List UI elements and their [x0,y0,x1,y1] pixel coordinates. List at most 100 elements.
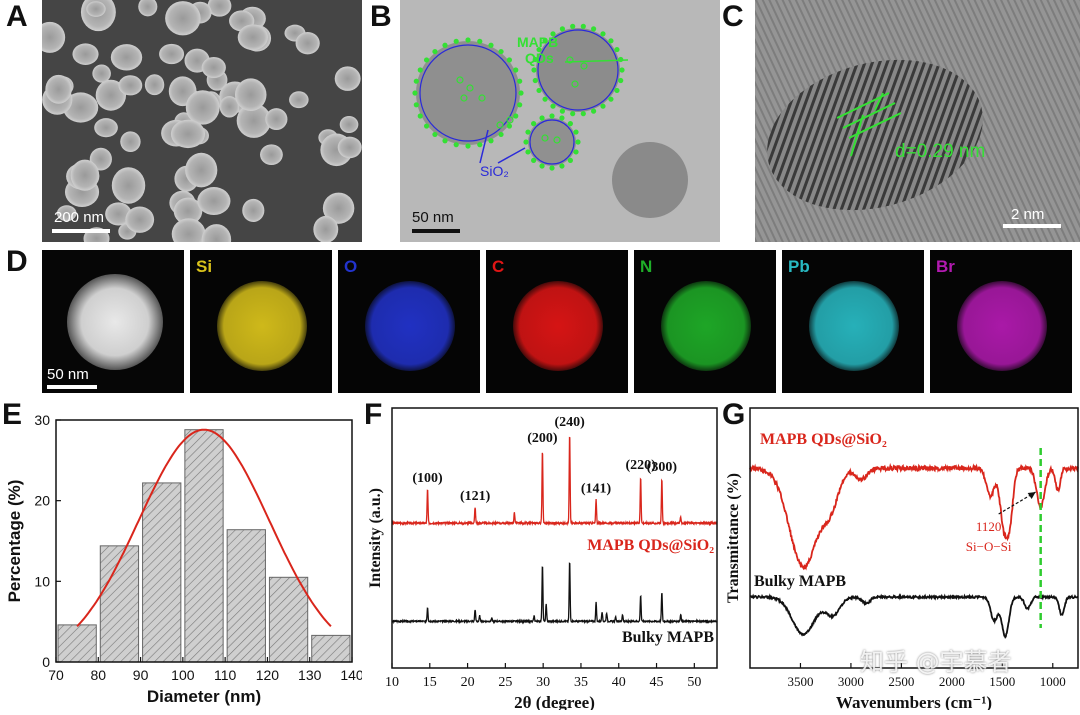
sem-particle [197,187,231,216]
x-tick-label: 1000 [1040,674,1066,689]
eds-map-si: Si [190,250,332,393]
shell-dot [417,113,423,119]
sem-particle [170,119,206,149]
ftir-chart: 1120 Si−O−Si MAPB QDs@SiO₂ Bulky MAPB 3500 30… [720,400,1080,715]
annotation-arrowhead [1027,492,1036,499]
ftir-trace [750,593,1079,639]
sem-particle [105,202,132,226]
sem-particle [201,56,226,79]
sem-image: 200 nm [42,0,362,242]
series-label: MAPB QDs@SiO₂ [760,431,887,448]
shell-dot [453,38,459,44]
sem-particle [185,90,220,125]
shell-dot [532,77,538,84]
shell-dot [575,139,581,145]
sem-particle [201,224,232,242]
annotation-label: Si−O−Si [966,539,1012,554]
shell-dot [618,77,624,84]
x-tick-label: 2000 [939,674,965,689]
sem-particle [242,198,265,223]
sem-particle [185,152,218,188]
hrtem-image: d=0.29 nm 2 nm [755,0,1080,242]
scale-bar-label: 50 nm [412,209,454,226]
sem-particle [171,218,206,242]
shell-dot [539,115,545,121]
shell-dot [413,78,419,84]
eds-map-c: C [486,250,628,393]
shell-dot [559,26,565,32]
series-label: Bulky MAPB [622,629,714,646]
shell-dot [477,142,483,148]
shell-dot [536,87,542,94]
sem-particle [110,44,143,71]
annotation-label: 1120 [976,519,1002,534]
shell-dot [442,138,448,144]
shell-dot [573,149,579,155]
qds-label-line2: QDs [525,50,554,66]
shell-dot [591,108,597,114]
shell-dot [488,138,494,144]
x-axis-label: 2θ (degree) [514,693,595,710]
x-tick-label: 2500 [888,674,914,689]
shell-dot [550,103,556,109]
x-axis-label: Wavenumbers (cm⁻¹) [836,693,992,710]
shell-dot [498,48,504,55]
scale-bar-label: 200 nm [54,209,104,226]
shell-dot [523,139,529,145]
shell-dot [517,78,523,84]
scale-bar-label: 50 nm [47,366,89,383]
shell-dot [600,103,606,109]
shell-dot [465,37,471,43]
x-tick-label: 25 [498,675,512,690]
element-distribution [957,281,1047,371]
shell-dot [518,90,524,96]
histogram-bar [142,482,182,663]
sem-particle [289,91,309,109]
shell-dot [506,57,513,63]
shell-dot [531,67,537,73]
sem-particle [95,79,127,111]
panel-letter-a: A [6,0,28,33]
x-tick-label: 3500 [787,674,813,689]
y-axis-label: Percentage (%) [5,480,24,603]
shell-dot [580,23,586,29]
shell-dot [525,129,531,135]
shell-dot [614,87,620,94]
eds-map-br: Br [930,250,1072,393]
element-label: C [492,257,504,276]
size-histogram: 70 80 90 100 110 120 130 140 0 10 20 30 Diameter (nm… [0,400,364,715]
watermark: 知乎 @宇慕者 [860,648,1012,676]
sem-particle [313,215,339,242]
eds-map-pb: Pb [782,250,924,393]
histogram-bar [311,634,351,663]
shell-dot [506,123,513,129]
shell-dot [525,149,531,155]
sem-particle [237,24,268,51]
qds-label-line1: MAPB [517,34,558,50]
sio2-label: SiO₂ [480,163,509,179]
sem-particle [265,108,288,131]
shell-dot [417,67,423,73]
x-tick-label: 70 [48,667,64,683]
sem-particle [337,136,362,159]
shell-dot [442,42,448,48]
shell-dot [536,46,542,53]
element-label: Br [936,257,955,276]
sem-particle [236,103,271,138]
shell-dot [542,38,548,44]
sem-particle [207,0,232,17]
x-tick-label: 35 [574,675,588,690]
y-axis-label: Transmittance (%) [725,473,742,603]
shell-dot [531,121,537,127]
x-tick-label: 90 [133,667,149,683]
sem-particle [72,43,99,65]
plot-frame [391,407,718,669]
panel-letter-f: F [364,398,383,431]
shell-dot [573,129,579,135]
shell-dot [549,113,555,119]
peak-label: (200) [527,431,558,446]
histogram-bar [226,529,266,663]
xrd-trace [391,436,718,527]
y-tick-label: 20 [34,493,50,509]
shell-dot [465,143,471,149]
